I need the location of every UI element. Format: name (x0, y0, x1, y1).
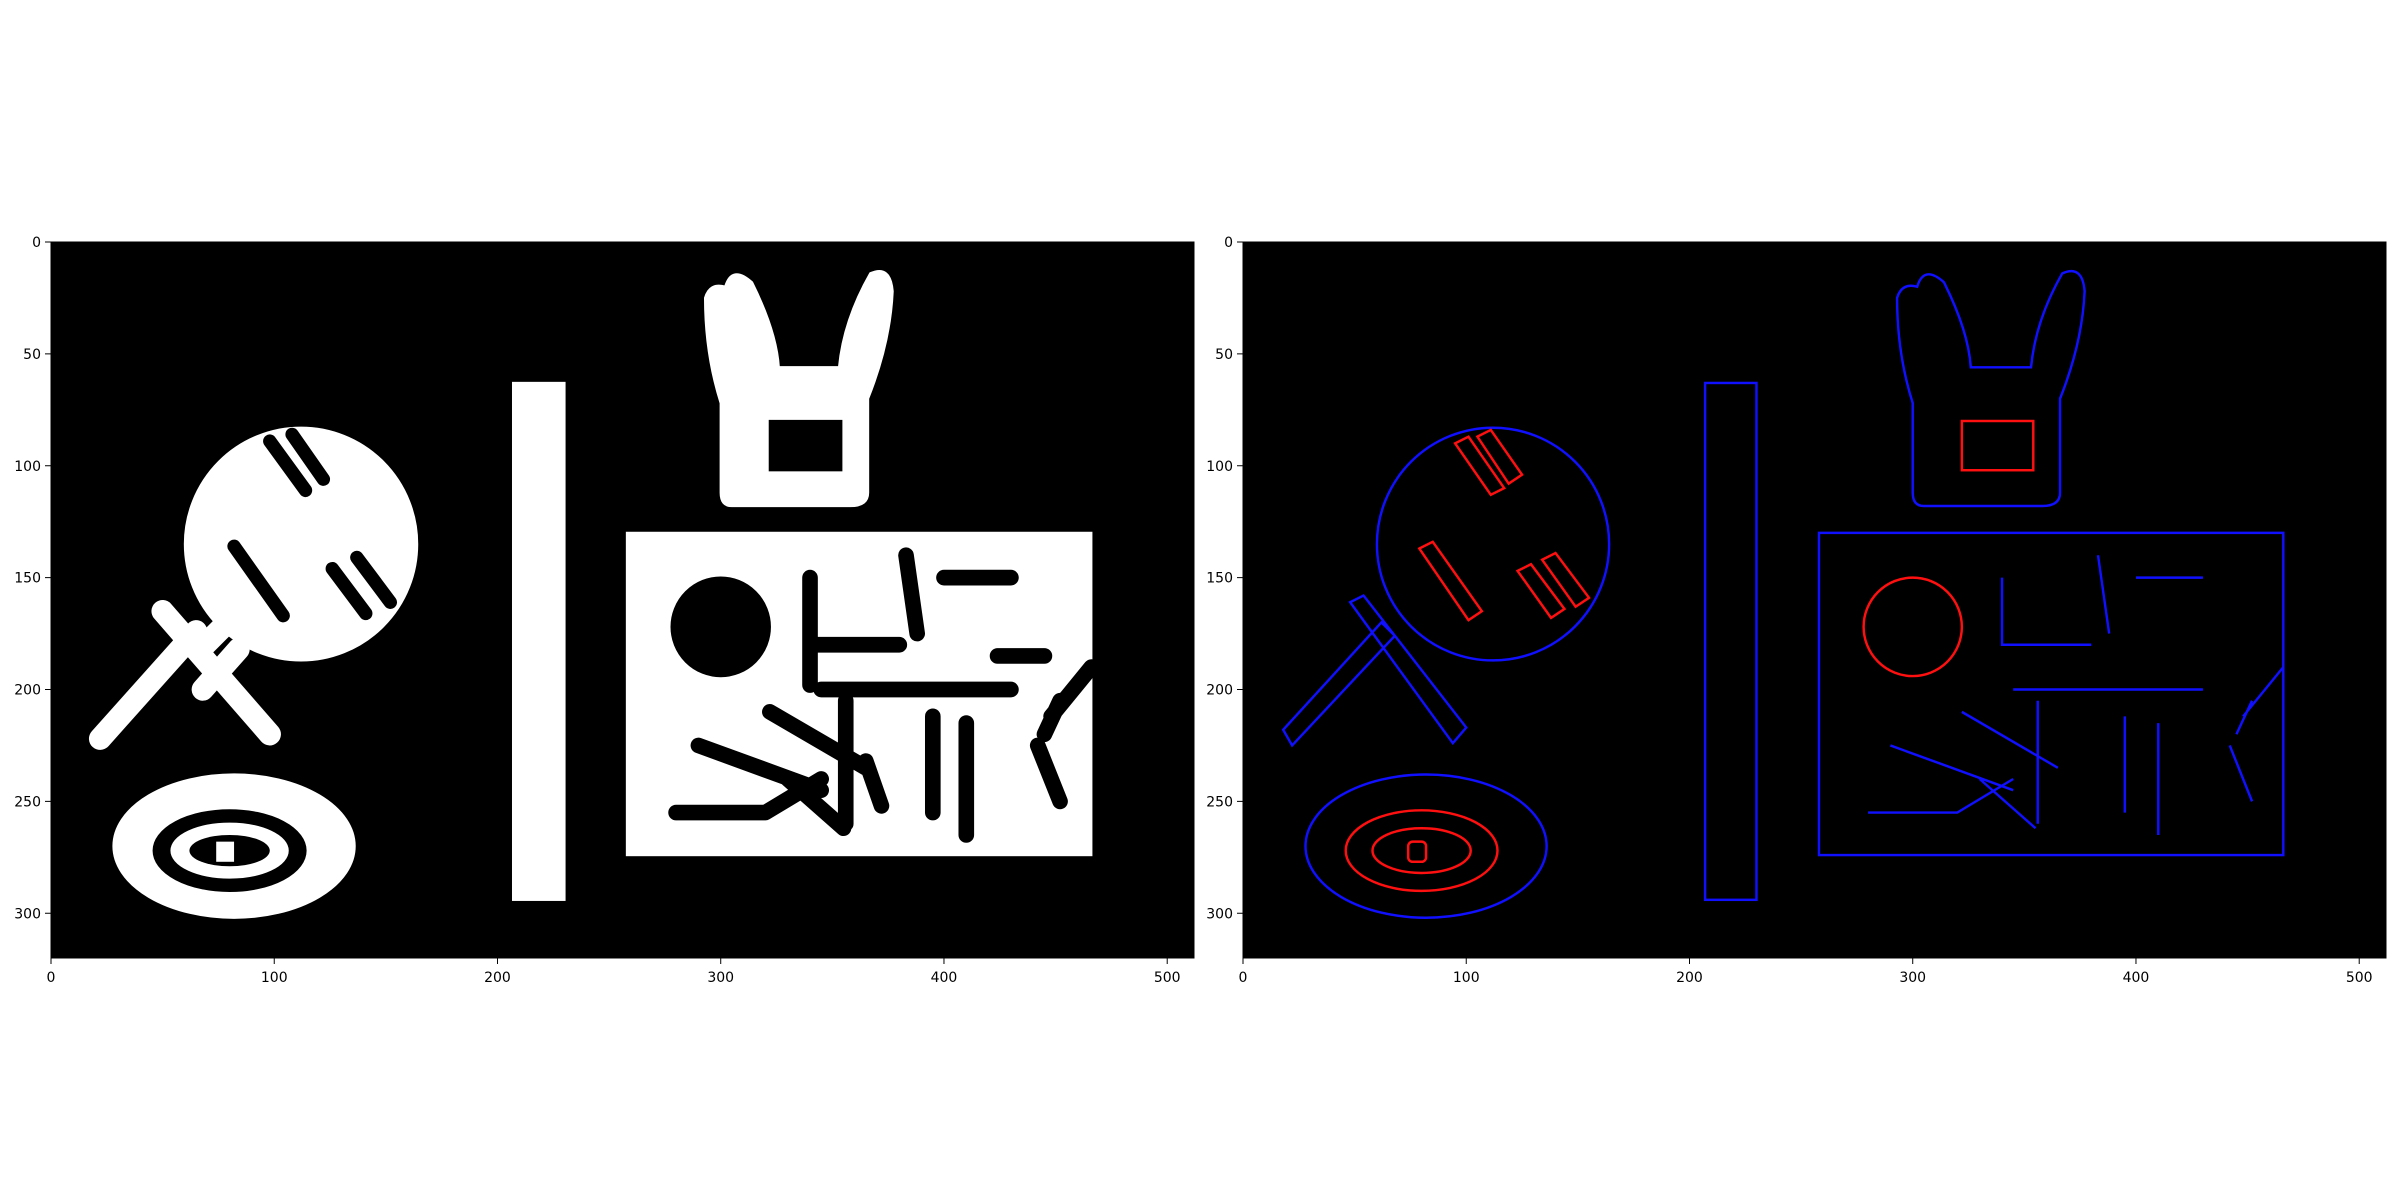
white-dot (216, 841, 235, 862)
left-panel (50, 241, 1195, 959)
hole-contours (1344, 419, 2035, 893)
y-tick-label: 50 (23, 347, 41, 363)
x-tick-label: 0 (1239, 970, 1248, 986)
y-tick-label: 100 (14, 459, 41, 475)
x-tick-label: 400 (931, 970, 958, 986)
y-tick-label: 200 (1206, 683, 1233, 699)
right-image (1281, 269, 2285, 919)
left-image (100, 271, 1091, 918)
y-tick-label: 300 (14, 906, 41, 922)
x-tick-label: 100 (1453, 970, 1480, 986)
x-tick-label: 200 (1676, 970, 1703, 986)
y-tick-label: 300 (1206, 906, 1233, 922)
x-tick-label: 500 (1154, 970, 1181, 986)
y-tick-label: 150 (14, 571, 41, 587)
x-tick-label: 500 (2346, 970, 2373, 986)
x-tick-label: 200 (484, 970, 511, 986)
y-tick-label: 0 (32, 235, 41, 251)
y-tick-label: 150 (1206, 571, 1233, 587)
y-tick-label: 250 (1206, 794, 1233, 810)
y-tick-label: 50 (1215, 347, 1233, 363)
outer-contours (1281, 269, 2285, 919)
x-tick-label: 0 (47, 970, 56, 986)
x-tick-label: 300 (1899, 970, 1926, 986)
right-panel (1242, 241, 2387, 959)
x-tick-label: 400 (2123, 970, 2150, 986)
y-tick-label: 250 (14, 794, 41, 810)
right-image-background (1243, 242, 2386, 958)
left-axes-frame (50, 241, 1195, 959)
y-tick-label: 0 (1224, 235, 1233, 251)
y-tick-label: 200 (14, 683, 41, 699)
y-tick-label: 100 (1206, 459, 1233, 475)
x-tick-label: 100 (261, 970, 288, 986)
right-axes-frame (1242, 241, 2387, 959)
x-tick-label: 300 (707, 970, 734, 986)
